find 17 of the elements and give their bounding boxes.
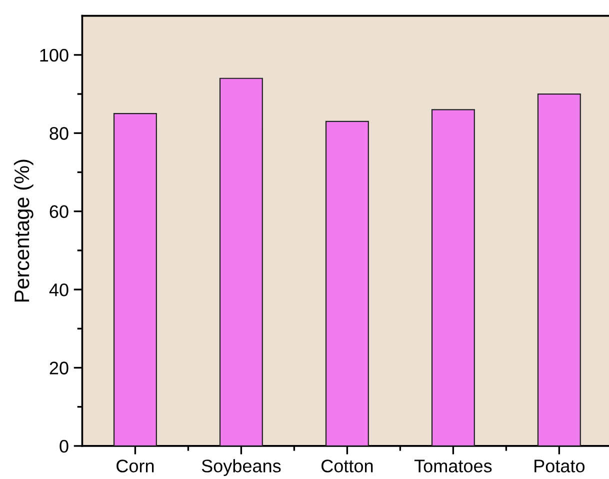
y-tick-label: 80: [50, 127, 68, 140]
x-tick-label: Potato: [534, 460, 585, 472]
bar: [537, 93, 581, 446]
x-tick-label: Corn: [116, 460, 154, 472]
x-tick-label: Soybeans: [202, 459, 281, 476]
y-tick-label: 40: [49, 283, 68, 296]
bar: [431, 109, 475, 446]
bar: [113, 113, 157, 446]
y-axis-title: Percentage (%): [14, 160, 34, 302]
x-tick-label: Tomatoes: [414, 460, 492, 472]
y-tick-label: 0: [60, 440, 68, 453]
bar: [219, 78, 263, 446]
y-tick-label: 100: [40, 48, 68, 62]
y-tick-label: 60: [50, 205, 68, 218]
x-tick-label: Cotton: [322, 460, 373, 472]
bar: [325, 120, 369, 446]
y-tick-label: 20: [50, 362, 68, 374]
